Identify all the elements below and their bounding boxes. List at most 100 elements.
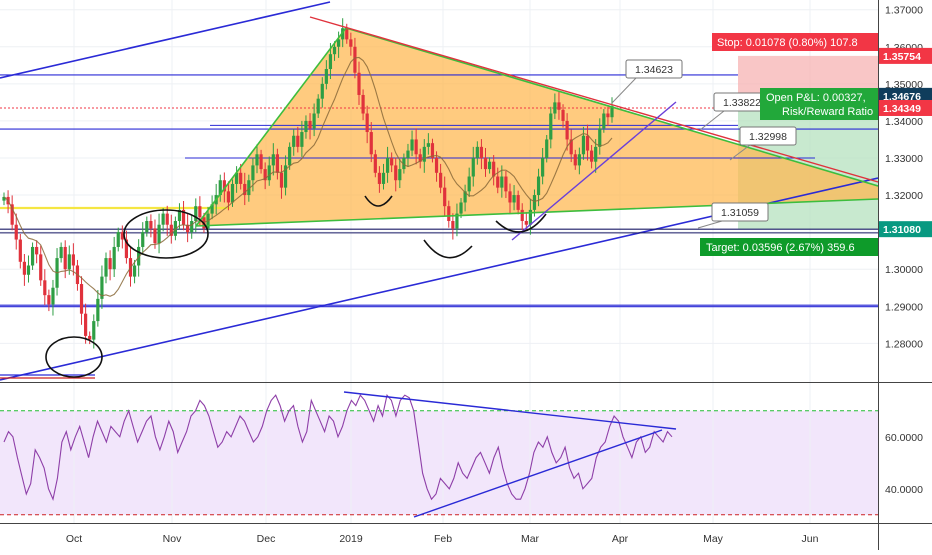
y-tick-label: 1.35000 bbox=[885, 79, 923, 91]
candle-body bbox=[479, 146, 484, 158]
candle-body bbox=[271, 154, 275, 166]
candle-body bbox=[18, 239, 22, 262]
candle-body bbox=[418, 154, 422, 162]
candle-body bbox=[573, 154, 577, 166]
candle-body bbox=[610, 106, 614, 118]
stop-label: Stop: 0.01078 (0.80%) 107.8 bbox=[717, 37, 858, 49]
candle-body bbox=[145, 221, 149, 233]
y-tick-label: 1.30000 bbox=[885, 264, 923, 276]
candle-body bbox=[455, 213, 459, 229]
candle-body bbox=[263, 169, 267, 181]
candle-body bbox=[222, 180, 226, 192]
candle-body bbox=[402, 157, 406, 170]
candle-body bbox=[414, 139, 418, 155]
candle-body bbox=[165, 213, 169, 225]
callout-pointer bbox=[729, 144, 751, 161]
rsi-support-line bbox=[413, 429, 663, 518]
candle-body bbox=[447, 206, 451, 222]
candle-body bbox=[39, 254, 43, 281]
candle-body bbox=[104, 258, 108, 277]
candle-body bbox=[459, 202, 463, 214]
triangle-upper-edge bbox=[345, 27, 878, 187]
candle-body bbox=[475, 146, 479, 158]
candle-body bbox=[84, 313, 88, 336]
y-tick-label: 1.32000 bbox=[885, 190, 923, 202]
candle-body bbox=[275, 154, 279, 173]
candle-body bbox=[532, 195, 537, 210]
candle-body bbox=[67, 254, 71, 270]
candle-body bbox=[516, 195, 520, 210]
candle-body bbox=[377, 172, 382, 184]
rsi-tick-label: 60.0000 bbox=[885, 432, 923, 444]
candle-body bbox=[602, 113, 606, 129]
candle-body bbox=[520, 209, 524, 222]
candle-body bbox=[553, 102, 557, 114]
price-tag-label: 1.31080 bbox=[883, 224, 921, 236]
candle-body bbox=[296, 135, 300, 147]
candle-body bbox=[100, 276, 104, 299]
price-tag-label: 1.35754 bbox=[883, 51, 921, 63]
candle-body bbox=[149, 221, 153, 229]
candle-body bbox=[14, 224, 18, 240]
candle-body bbox=[30, 246, 35, 266]
candle-body bbox=[26, 265, 31, 275]
triangle-left-edge bbox=[195, 27, 347, 227]
x-tick-label: May bbox=[703, 533, 724, 545]
candle-body bbox=[357, 72, 361, 95]
arc-annotation bbox=[364, 195, 393, 207]
rsi-pane bbox=[0, 391, 878, 518]
circle-annotation bbox=[45, 336, 103, 378]
candle-body bbox=[353, 46, 357, 73]
price-pane: 1.34623 1.33822 1.32998 1.31059 bbox=[0, 1, 878, 381]
candle-body bbox=[589, 150, 594, 162]
candle-body bbox=[504, 176, 508, 192]
candle-body bbox=[230, 183, 235, 203]
candle-body bbox=[181, 209, 186, 225]
candle-body bbox=[337, 39, 341, 47]
candle-body bbox=[288, 146, 292, 166]
x-tick-label: Dec bbox=[257, 533, 276, 545]
candle-body bbox=[251, 165, 255, 181]
callout-label: 1.34623 bbox=[635, 64, 673, 76]
candle-body bbox=[496, 176, 500, 188]
candle-body bbox=[210, 204, 214, 214]
price-tag-box bbox=[879, 47, 932, 64]
callout-label: 1.31059 bbox=[721, 207, 759, 219]
candle-body bbox=[51, 287, 55, 305]
candle-body bbox=[218, 180, 222, 196]
candle-body bbox=[88, 335, 92, 340]
candle-body bbox=[169, 224, 173, 236]
candle-body bbox=[528, 209, 532, 225]
candle-body bbox=[394, 165, 398, 181]
candle-body bbox=[35, 246, 39, 255]
candle-body bbox=[226, 191, 231, 203]
candle-body bbox=[92, 321, 96, 340]
circle-annotation bbox=[123, 209, 209, 259]
candle-body bbox=[43, 280, 47, 296]
candle-body bbox=[598, 128, 602, 147]
moving-average-line bbox=[3, 56, 613, 297]
callout-pointer bbox=[611, 77, 637, 104]
candle-body bbox=[369, 132, 373, 155]
arc-annotation bbox=[495, 213, 547, 233]
candle-body bbox=[443, 187, 447, 207]
candle-body bbox=[471, 157, 475, 177]
target-label: Target: 0.03596 (2.67%) 359.6 bbox=[706, 242, 855, 254]
y-tick-label: 1.37000 bbox=[885, 5, 923, 17]
candle-body bbox=[406, 150, 410, 158]
candle-body bbox=[177, 209, 182, 222]
candle-body bbox=[561, 109, 565, 121]
candle-body bbox=[557, 102, 561, 110]
candle-body bbox=[79, 284, 84, 314]
target-label-box bbox=[700, 238, 878, 256]
candle-body bbox=[508, 191, 512, 203]
candle-body bbox=[365, 113, 369, 133]
x-tick-label: 2019 bbox=[339, 533, 363, 545]
candle-body bbox=[410, 139, 414, 151]
candle-body bbox=[112, 246, 116, 270]
candle-body bbox=[594, 146, 598, 162]
candle-body bbox=[153, 228, 157, 244]
candle-body bbox=[422, 146, 426, 162]
